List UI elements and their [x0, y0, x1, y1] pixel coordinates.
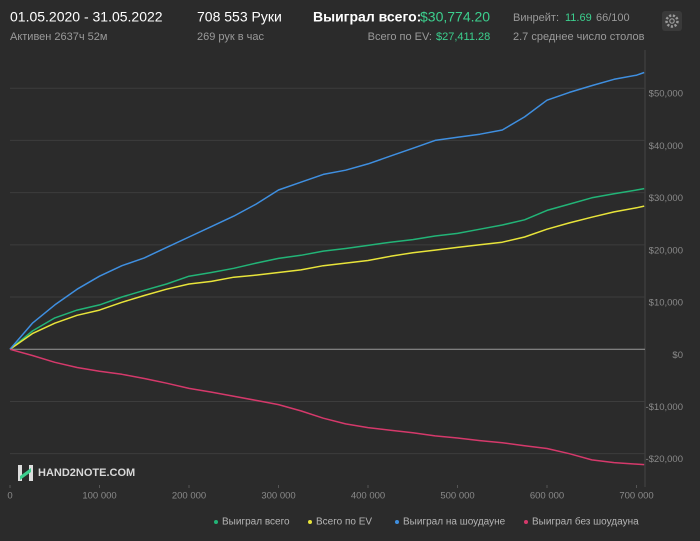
- x-tick-label: 600 000: [530, 491, 564, 502]
- won-total-label: Выиграл всего:: [313, 9, 421, 25]
- legend-label: Всего по EV: [316, 517, 372, 528]
- y-tick-label: $40,000: [649, 141, 683, 152]
- hands: 708 553 Руки: [197, 9, 282, 25]
- y-tick-label: $50,000: [649, 89, 683, 100]
- winrate-unit: 66/100: [596, 12, 630, 24]
- ev-total-label: Всего по EV:: [368, 31, 432, 43]
- y-tick-label: $0: [672, 350, 683, 361]
- legend-marker: [308, 520, 312, 524]
- watermark: HAND2NOTE.COM: [38, 467, 135, 479]
- x-tick-label: 0: [7, 491, 12, 502]
- winrate-label: Винрейт:: [513, 12, 559, 24]
- winrate: 11.69: [565, 12, 592, 24]
- y-tick-label: $30,000: [649, 193, 683, 204]
- x-tick-label: 500 000: [440, 491, 474, 502]
- logo: [18, 465, 33, 481]
- x-tick-label: 700 000: [619, 491, 653, 502]
- legend-marker: [395, 520, 399, 524]
- y-tick-label: -$10,000: [645, 402, 683, 413]
- legend-label: Выиграл без шоудауна: [532, 516, 639, 528]
- y-tick-label: -$20,000: [645, 454, 683, 465]
- active-time: Активен 2637ч 52м: [10, 31, 107, 43]
- hands-per-hour: 269 рук в час: [197, 31, 265, 43]
- legend-label: Выиграл на шоудауне: [403, 517, 506, 528]
- settings-button[interactable]: [662, 11, 682, 31]
- x-tick-label: 400 000: [351, 491, 385, 502]
- ev-total: $27,411.28: [436, 31, 490, 43]
- series-line: [9, 348, 645, 466]
- x-tick-label: 200 000: [172, 491, 206, 502]
- grid: [10, 87, 645, 455]
- won-total: $30,774.20: [420, 9, 490, 25]
- series-line: [9, 187, 645, 350]
- y-tick-label: $20,000: [649, 245, 683, 256]
- x-tick-label: 300 000: [261, 491, 295, 502]
- y-tick-label: $10,000: [649, 298, 683, 309]
- legend-marker: [214, 520, 218, 524]
- x-tick-label: 100 000: [82, 491, 116, 502]
- date-range: 01.05.2020 - 31.05.2022: [10, 9, 163, 25]
- legend-label: Выиграл всего: [222, 517, 290, 528]
- tables: 2.7 среднее число столов: [513, 31, 645, 43]
- series-line: [9, 71, 645, 350]
- series-line: [9, 205, 645, 350]
- legend-marker: [524, 520, 528, 524]
